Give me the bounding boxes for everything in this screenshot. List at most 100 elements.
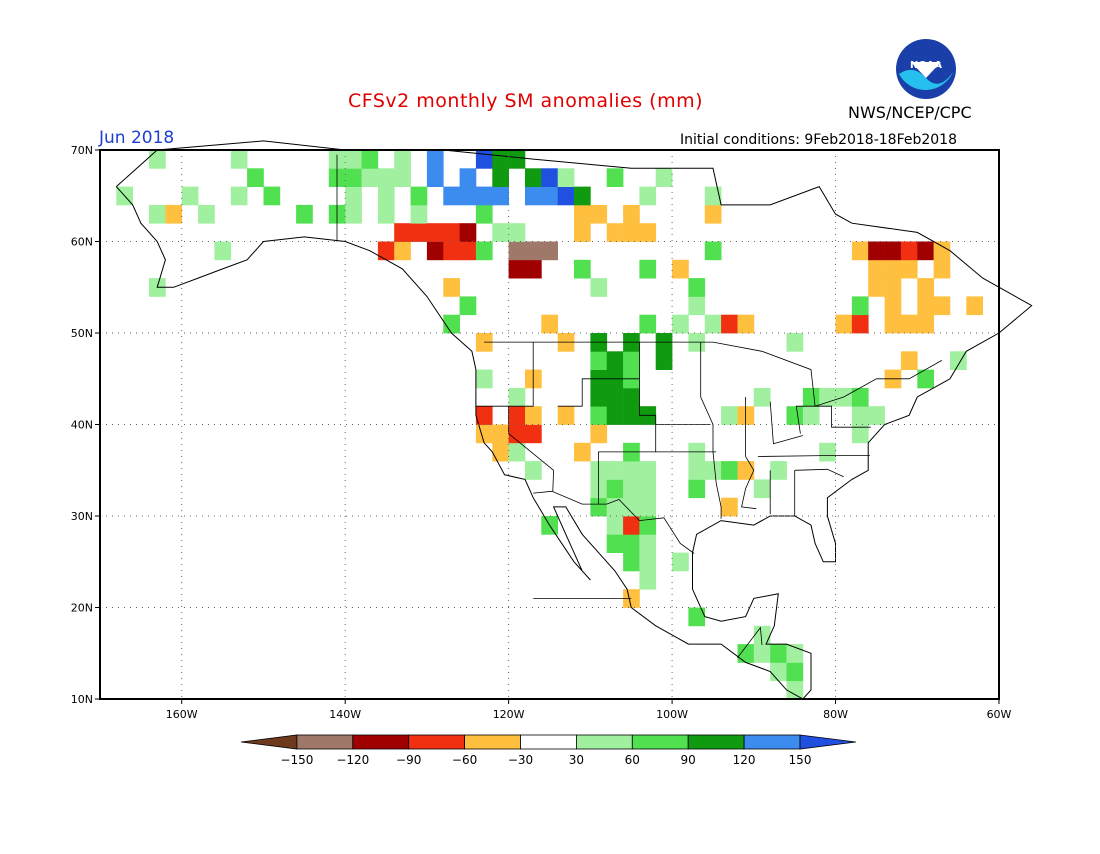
anomaly-cell [770,662,787,682]
anomaly-cell [590,278,608,297]
anomaly-cell [345,150,362,169]
anomaly-cell [475,369,493,389]
anomaly-cell [753,387,771,407]
legend-swatch [352,734,410,750]
anomaly-cell [426,168,444,187]
anomaly-cell [639,186,657,206]
lon-tick-label: 120W [493,708,525,721]
anomaly-cell [786,680,804,700]
anomaly-cell [851,314,869,334]
anomaly-cell [426,223,444,242]
anomaly-cell [851,424,869,444]
valid-month: Jun 2018 [99,128,175,148]
anomaly-cell [786,406,804,425]
anomaly-cell [851,387,869,407]
anomaly-cell [884,296,902,316]
legend-label: 30 [569,753,584,767]
anomaly-cell [508,241,526,261]
legend-swatch [464,734,521,750]
anomaly-cell [917,369,934,389]
anomaly-cell [410,223,428,242]
anomaly-cell [606,223,624,242]
legend-arrow-low [240,734,298,750]
anomaly-cell [525,406,542,425]
anomaly-cell [590,497,608,517]
anomaly-cell [574,442,591,462]
anomaly-cell [623,406,640,425]
anomaly-cell [606,387,624,407]
coastlines-and-borders [115,140,1033,700]
anomaly-cells [116,150,983,700]
anomaly-cell [639,552,657,572]
anomaly-cell [198,204,215,224]
anomaly-cell [394,223,411,242]
anomaly-cell [606,516,624,535]
anomaly-cell [966,296,983,316]
anomaly-cell [639,223,657,242]
legend-swatch [520,734,577,750]
anomaly-cell [655,168,673,187]
anomaly-cell [574,186,591,206]
border-line [533,490,695,554]
anomaly-cell [574,204,591,224]
legend-label: −60 [452,753,477,767]
anomaly-cell [884,314,902,334]
anomaly-cell [443,314,460,334]
anomaly-cell [851,406,869,425]
anomaly-cell [868,259,885,279]
anomaly-cell [770,644,787,663]
anomaly-cell [639,534,657,553]
anomaly-cell [639,570,657,590]
anomaly-cell [606,168,624,187]
lon-tick-label: 140W [329,708,361,721]
anomaly-cell [721,406,738,425]
anomaly-cell [541,186,558,206]
map-title: CFSv2 monthly SM anomalies (mm) [348,90,704,112]
anomaly-cell [704,241,722,261]
anomaly-cell [786,662,804,682]
anomaly-cell [590,351,608,370]
anomaly-cell [770,461,787,480]
anomaly-cell [557,168,575,187]
anomaly-cell [851,296,869,316]
lat-tick-label: 10N [71,693,93,706]
anomaly-cell [230,150,248,169]
anomaly-cell [623,497,640,517]
anomaly-cell [950,351,967,370]
anomaly-cell [590,424,608,444]
legend-label: −30 [508,753,533,767]
anomaly-cell [165,204,183,224]
anomaly-cell [606,351,624,370]
anomaly-cell [704,461,722,480]
anomaly-cell [623,461,640,480]
anomaly-cell [377,168,395,187]
anomaly-cell [426,150,444,169]
anomaly-cell [900,241,918,261]
anomaly-cell [606,461,624,480]
anomaly-cell [459,186,477,206]
anomaly-cell [508,387,526,407]
anomaly-cell [688,278,706,297]
anomaly-cell [230,186,248,206]
anomaly-cell [508,223,526,242]
anomaly-cell [606,406,624,425]
border-line [757,455,870,457]
anomaly-cell [819,442,836,462]
anomaly-cell [263,186,281,206]
anomaly-cell [459,223,477,242]
anomaly-cell [492,168,509,187]
lat-tick-label: 40N [71,419,93,432]
anomaly-cell [623,479,640,499]
anomaly-cell [508,406,526,425]
anomaly-cell [557,406,575,425]
anomaly-cell [900,259,918,279]
legend-swatch [687,734,745,750]
anomaly-cell [426,241,444,261]
anomaly-cell [345,204,362,224]
noaa-logo-icon: NOAA [896,39,956,99]
initial-conditions: Initial conditions: 9Feb2018-18Feb2018 [680,132,957,148]
anomaly-cell [917,241,934,261]
anomaly-cell [574,259,591,279]
legend-label: −150 [280,753,313,767]
